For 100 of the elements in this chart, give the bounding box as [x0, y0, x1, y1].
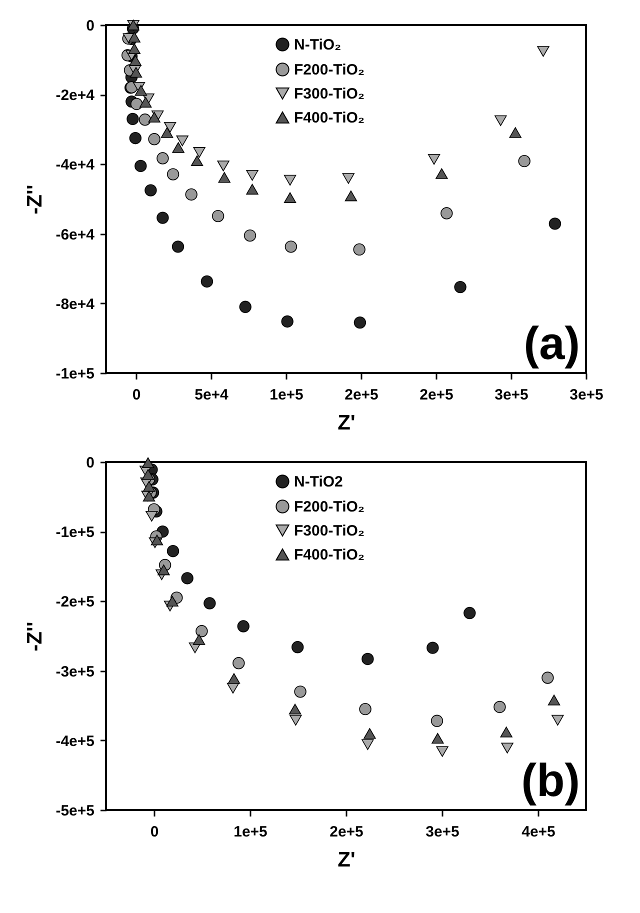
y-tick-label: -2e+5: [56, 594, 94, 611]
point: [501, 742, 514, 754]
point: [237, 620, 250, 632]
point: [128, 32, 140, 43]
x-tick-label: 2e+5: [420, 386, 454, 404]
x-axis-title: Z': [338, 412, 356, 434]
point: [359, 702, 372, 716]
point: [142, 469, 154, 480]
point: [172, 142, 184, 153]
point: [430, 714, 444, 727]
point: [228, 673, 240, 684]
point: [362, 739, 374, 750]
point: [146, 510, 158, 522]
point: [537, 46, 550, 57]
point: [192, 634, 206, 645]
point: [129, 55, 142, 66]
x-axis-title: Z': [338, 848, 356, 872]
point: [193, 147, 206, 158]
point: [436, 168, 448, 179]
point: [142, 457, 154, 468]
point: [156, 212, 169, 224]
point: [134, 160, 147, 172]
point: [126, 112, 139, 126]
point: [284, 192, 296, 203]
point: [140, 96, 152, 108]
x-tick-label: 3e+5: [426, 824, 460, 840]
point: [212, 210, 224, 222]
point: [440, 207, 453, 220]
point: [172, 240, 184, 253]
point: [176, 136, 188, 146]
point: [342, 173, 354, 184]
annotation: (b): [521, 754, 580, 806]
y-axis-title: -Z'': [24, 184, 47, 214]
point: [239, 300, 252, 313]
y-tick-label: 0: [86, 18, 94, 34]
x-tick-label: 0: [150, 824, 159, 840]
point: [204, 597, 216, 610]
point: [164, 122, 176, 133]
point: [542, 672, 554, 684]
point: [494, 115, 507, 126]
point: [548, 694, 560, 706]
point: [128, 43, 140, 54]
x-tick-label: 1e+5: [270, 386, 304, 404]
point: [494, 700, 506, 714]
point: [156, 152, 169, 164]
point: [454, 280, 466, 294]
point: [142, 481, 156, 492]
point: [185, 188, 198, 201]
point: [200, 275, 214, 288]
point: [436, 746, 448, 757]
x-tick-label: 0: [132, 386, 141, 404]
y-tick-label: -3e+5: [56, 663, 94, 680]
x-tick-label: 3e+5: [570, 386, 604, 404]
point: [552, 714, 564, 726]
point: [166, 596, 178, 607]
point: [130, 98, 143, 110]
point: [166, 545, 180, 558]
point: [217, 160, 230, 172]
point: [292, 641, 304, 654]
point: [464, 606, 476, 620]
point: [353, 243, 366, 256]
y-tick-label: -1e+5: [56, 366, 94, 382]
point: [432, 732, 444, 744]
point: [288, 704, 302, 714]
point: [364, 728, 376, 739]
point: [158, 564, 170, 576]
legend-label: N-TiO2: [294, 474, 343, 490]
point: [284, 174, 296, 186]
point: [354, 316, 366, 329]
point: [246, 170, 258, 181]
point: [281, 315, 294, 328]
y-tick-label: -4e+4: [56, 156, 96, 174]
x-tick-label: 5e+4: [194, 386, 230, 404]
legend-label: F200-TiO₂: [294, 62, 365, 78]
legend-label: N-TiO₂: [294, 36, 342, 54]
point: [166, 168, 180, 180]
x-tick-label: 1e+5: [234, 824, 268, 840]
point: [344, 190, 358, 202]
y-tick-label: -8e+4: [56, 296, 96, 313]
x-tick-label: 2e+5: [344, 386, 378, 404]
y-tick-label: -4e+5: [56, 732, 94, 750]
point: [290, 714, 302, 726]
point: [232, 657, 245, 670]
point: [518, 154, 530, 168]
legend-label: F400-TiO₂: [294, 546, 365, 564]
point: [160, 127, 174, 138]
point: [362, 652, 374, 666]
legend-label: F300-TiO₂: [294, 86, 365, 102]
x-tick-label: 3e+5: [494, 386, 528, 404]
point: [426, 642, 439, 654]
point: [548, 218, 562, 230]
point: [218, 172, 230, 183]
y-tick-label: 0: [86, 454, 94, 472]
point: [294, 686, 306, 698]
point: [428, 154, 440, 165]
legend-label: F300-TiO₂: [294, 522, 365, 540]
x-tick-label: 4e+5: [522, 824, 556, 840]
y-axis-title: -Z'': [24, 622, 47, 652]
y-tick-label: -1e+5: [56, 524, 94, 542]
point: [500, 726, 512, 738]
